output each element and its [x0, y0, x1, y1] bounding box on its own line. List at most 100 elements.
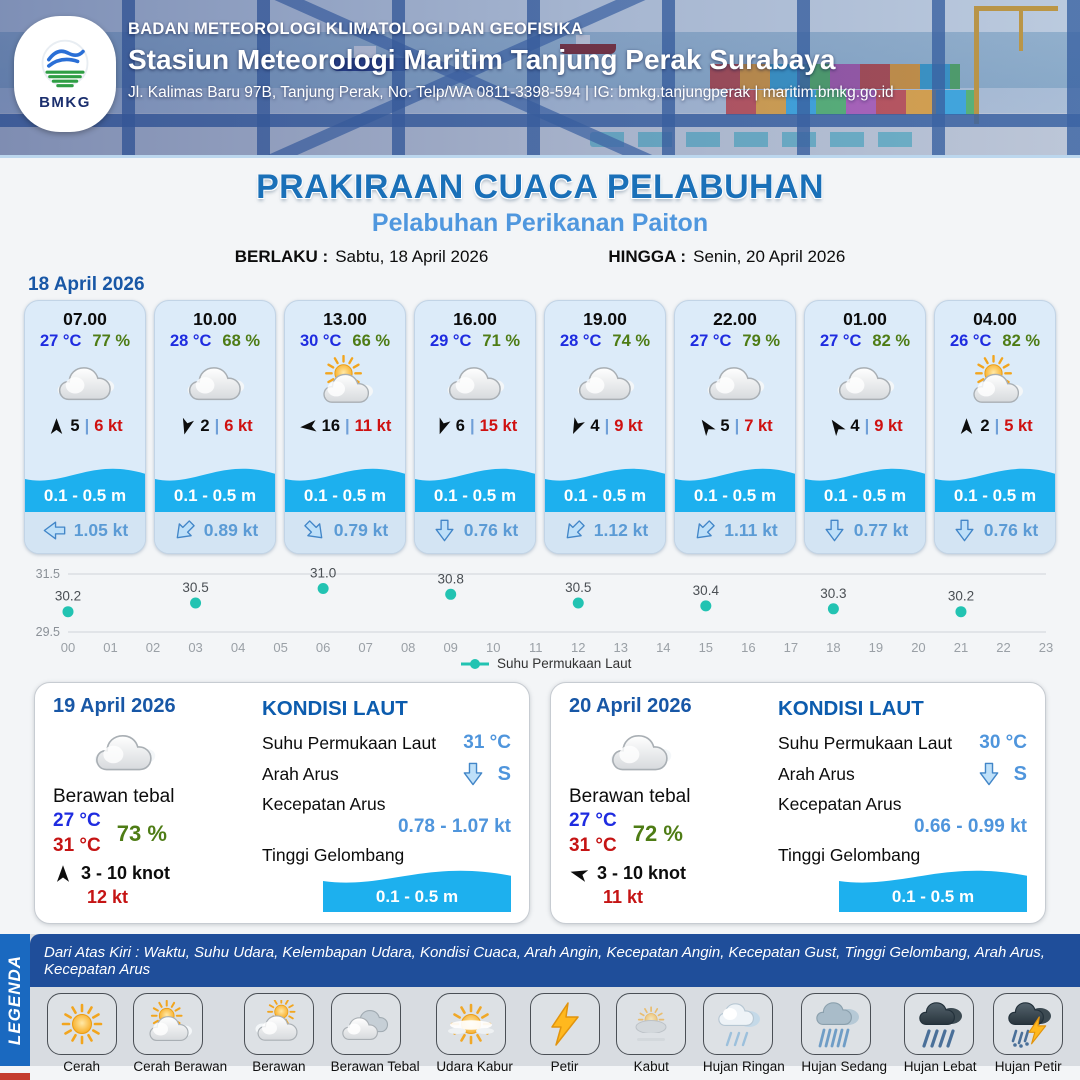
wave-height-band: 0.1 - 0.5 m — [545, 466, 665, 512]
current-direction-icon — [167, 513, 202, 548]
legend-item: Hujan Ringan — [702, 993, 785, 1074]
legend-item: Udara Kabur — [436, 993, 513, 1074]
current-direction-icon — [976, 761, 1002, 787]
current-speed: 1.11 kt — [724, 520, 778, 540]
legend-item: Petir — [529, 993, 600, 1074]
legend-item: Kabut — [616, 993, 687, 1074]
humidity: 66 % — [352, 332, 391, 350]
wave-crest-graphic — [675, 468, 795, 485]
sea-conditions-panel: KONDISI LAUT Suhu Permukaan Laut 31 °C A… — [261, 695, 511, 912]
current-row: 1.12 kt — [545, 512, 665, 553]
legend-weather-icon — [445, 1000, 497, 1048]
daily-temp-max: 31 °C — [53, 834, 101, 856]
daily-weather-icon — [81, 722, 167, 782]
svg-text:01: 01 — [103, 640, 117, 655]
wind-row: 4 | 9 kt — [545, 417, 665, 436]
hourly-forecast-card: 16.00 29 °C 71 % 6 | 15 kt 0.1 - 0.5 m 0… — [414, 300, 536, 554]
wave-height-label: Tinggi Gelombang — [261, 845, 405, 865]
legend-items-row: Cerah Cerah Berawan Berawan Berawan Teba… — [30, 987, 1080, 1074]
wind-gust: 9 kt — [874, 417, 903, 435]
svg-text:00: 00 — [61, 640, 75, 655]
wind-direction-icon — [824, 413, 850, 439]
daily-weather-summary: 19 April 2026 Berawan tebal 27 °C 31 °C … — [53, 695, 250, 911]
wind-row: 16 | 11 kt — [285, 417, 405, 436]
current-direction-label: Arah Arus — [261, 763, 339, 784]
current-speed: 0.76 kt — [463, 520, 519, 540]
weather-condition-icon — [698, 355, 772, 411]
wind-speed: 6 — [455, 417, 465, 435]
legend-icon-box — [436, 993, 507, 1055]
port-name-subtitle: Pelabuhan Perikanan Paiton — [371, 209, 709, 237]
separator: | — [734, 417, 740, 435]
air-temperature: 27 °C — [39, 332, 82, 350]
separator: | — [604, 417, 610, 435]
daily-wind-direction-icon — [567, 862, 591, 886]
bmkg-emblem-icon — [41, 39, 89, 87]
legend-item: Berawan — [243, 993, 314, 1074]
legend-weather-icon — [712, 1000, 764, 1048]
daily-wave-badge: 0.1 - 0.5 m — [839, 868, 1027, 912]
wind-gust: 9 kt — [614, 417, 643, 435]
current-speed-label: Kecepatan Arus — [777, 794, 902, 814]
daily-condition: Berawan tebal — [569, 786, 691, 807]
legend-weather-icon — [340, 1000, 392, 1048]
wave-height-band: 0.1 - 0.5 m — [935, 466, 1055, 512]
legend-item-label: Berawan Tebal — [330, 1059, 420, 1074]
svg-text:30.4: 30.4 — [693, 583, 720, 598]
legend-icon-box — [616, 993, 687, 1055]
daily-weather-icon — [597, 722, 683, 782]
wave-height: 0.1 - 0.5 m — [155, 485, 275, 512]
current-direction-label: Arah Arus — [777, 763, 855, 784]
sea-surface-temperature-chart: 29.5 31.5 00 01 02 03 04 05 06 07 08 09 10 11 12 13 14 15… — [36, 566, 1054, 672]
wind-row: 2 | 6 kt — [155, 417, 275, 436]
sst-chart-section: 29.5 31.5 00 01 02 03 04 05 06 07 08 09 10 11 12 13 14 15… — [0, 554, 1080, 672]
bmkg-logo: BMKG — [14, 16, 116, 132]
weather-condition-icon — [958, 355, 1032, 411]
hourly-forecast-card: 10.00 28 °C 68 % 2 | 6 kt 0.1 - 0.5 m 0.… — [154, 300, 276, 554]
legend-item: Berawan Tebal — [330, 993, 420, 1074]
sea-conditions-title: KONDISI LAUT — [261, 697, 408, 720]
air-temperature: 29 °C — [429, 332, 472, 350]
svg-text:30.3: 30.3 — [820, 586, 846, 601]
legend-icon-box — [801, 993, 872, 1055]
valid-from-date: Sabtu, 18 April 2026 — [335, 247, 489, 266]
current-row: 1.05 kt — [25, 512, 145, 553]
air-temperature: 26 °C — [949, 332, 992, 350]
hourly-forecast-section: 18 April 2026 07.00 27 °C 77 % 5 | 6 kt … — [0, 274, 1080, 554]
wave-height-band: 0.1 - 0.5 m — [285, 466, 405, 512]
header-tint-overlay — [0, 0, 1080, 155]
wave-height: 0.1 - 0.5 m — [545, 485, 665, 512]
wind-speed: 2 — [980, 417, 990, 435]
svg-text:15: 15 — [699, 640, 713, 655]
svg-text:10: 10 — [486, 640, 500, 655]
svg-text:04: 04 — [231, 640, 245, 655]
humidity: 79 % — [742, 332, 781, 350]
weather-condition-icon — [828, 355, 902, 411]
daily-date: 20 April 2026 — [569, 695, 692, 717]
svg-text:06: 06 — [316, 640, 330, 655]
daily-gust: 12 kt — [87, 887, 129, 908]
svg-text:31.0: 31.0 — [310, 566, 336, 581]
legend-item-label: Kabut — [633, 1059, 669, 1074]
hourly-forecast-card: 19.00 28 °C 74 % 4 | 9 kt 0.1 - 0.5 m 1.… — [544, 300, 666, 554]
temp-humidity-row: 26 °C 82 % — [935, 332, 1055, 351]
daily-wind-range: 3 - 10 knot — [597, 863, 687, 884]
wind-gust: 15 kt — [479, 417, 518, 435]
daily-card-19-april: 19 April 2026 Berawan tebal 27 °C 31 °C … — [34, 682, 530, 924]
daily-humidity: 72 % — [632, 820, 683, 846]
separator: | — [994, 417, 1000, 435]
current-direction-icon — [297, 513, 332, 548]
current-speed-label: Kecepatan Arus — [261, 794, 386, 814]
current-direction-icon — [460, 761, 486, 787]
separator: | — [84, 417, 90, 435]
wave-height-band: 0.1 - 0.5 m — [155, 466, 275, 512]
wind-direction-icon — [430, 414, 454, 438]
title-section: PRAKIRAAN CUACA PELABUHAN Pelabuhan Peri… — [0, 158, 1080, 274]
sst-label: Suhu Permukaan Laut — [777, 732, 953, 753]
daily-temps-row: 27 °C 31 °C 72 % — [569, 809, 766, 858]
wind-direction-icon — [694, 413, 720, 439]
legend-item-label: Hujan Sedang — [801, 1059, 887, 1074]
current-direction-value: S — [497, 762, 511, 785]
validity-row: BERLAKU : Sabtu, 18 April 2026 HINGGA : Se… — [0, 247, 1080, 267]
valid-from-label: BERLAKU : — [234, 247, 329, 266]
